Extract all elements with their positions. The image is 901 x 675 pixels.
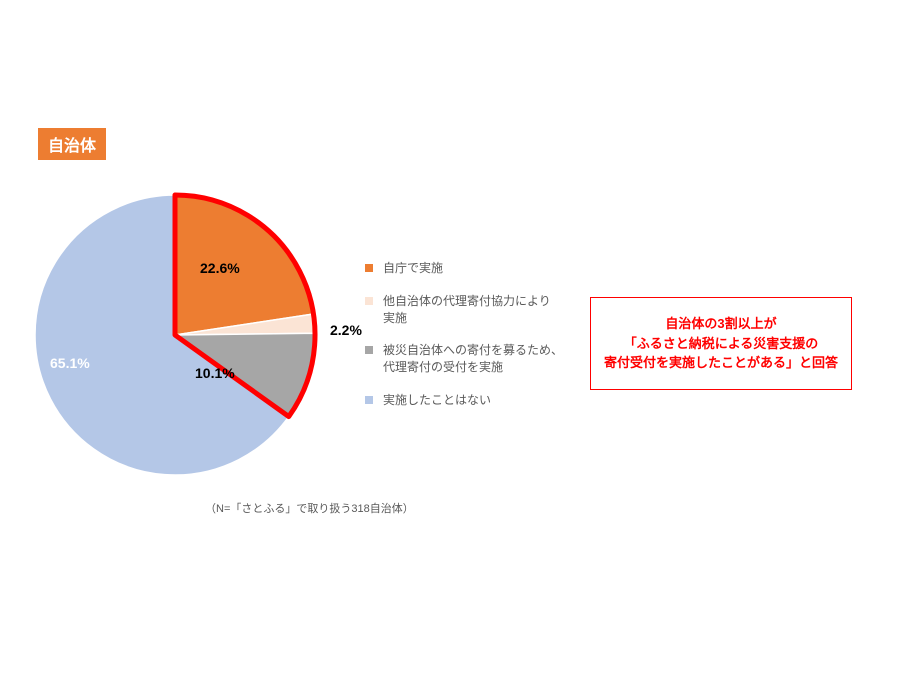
pct-label: 2.2%: [330, 322, 362, 338]
legend-item: 被災自治体への寄付を募るため、代理寄付の受付を実施: [365, 342, 563, 376]
legend-label: 被災自治体への寄付を募るため、代理寄付の受付を実施: [383, 342, 563, 376]
pct-label: 22.6%: [200, 260, 240, 276]
legend-swatch: [365, 396, 373, 404]
callout-line: 「ふるさと納税による災害支援の: [601, 334, 841, 354]
category-badge: 自治体: [38, 128, 106, 160]
callout-box: 自治体の3割以上が 「ふるさと納税による災害支援の 寄付受付を実施したことがある…: [590, 297, 852, 390]
legend-item: 他自治体の代理寄付協力により実施: [365, 293, 563, 327]
legend-label: 他自治体の代理寄付協力により実施: [383, 293, 551, 327]
legend-item: 実施したことはない: [365, 392, 563, 409]
callout-line: 寄付受付を実施したことがある」と回答: [601, 353, 841, 373]
legend-label: 実施したことはない: [383, 392, 491, 409]
legend-label: 自庁で実施: [383, 260, 443, 277]
legend-swatch: [365, 264, 373, 272]
pct-label: 65.1%: [50, 355, 90, 371]
pie-chart: [0, 160, 360, 520]
legend-swatch: [365, 297, 373, 305]
legend-item: 自庁で実施: [365, 260, 563, 277]
legend: 自庁で実施他自治体の代理寄付協力により実施被災自治体への寄付を募るため、代理寄付…: [365, 260, 563, 425]
callout-line: 自治体の3割以上が: [601, 314, 841, 334]
pct-label: 10.1%: [195, 365, 235, 381]
legend-swatch: [365, 346, 373, 354]
chart-footnote: （N=「さとふる」で取り扱う318自治体）: [205, 500, 414, 516]
